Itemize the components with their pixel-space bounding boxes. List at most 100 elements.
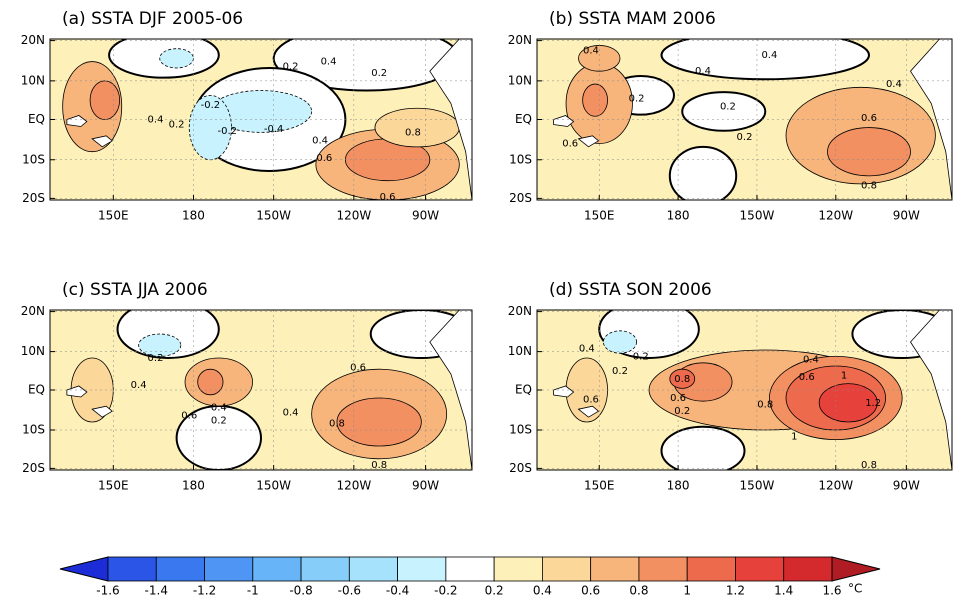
anomaly-region <box>603 330 638 354</box>
contour-label: 0.8 <box>861 181 877 192</box>
colorbar-unit: °C <box>848 582 862 596</box>
contour-label: 0.4 <box>583 45 599 56</box>
lat-label: 10S <box>22 423 45 437</box>
land <box>909 39 952 200</box>
lon-label: 90W <box>893 479 920 493</box>
contour-label: 0.2 <box>283 61 299 72</box>
contour-label: 0.6 <box>861 113 877 124</box>
contour-label: 0.6 <box>181 411 197 422</box>
lat-label: 10N <box>508 344 532 358</box>
contour-label: 0.4 <box>695 66 711 77</box>
colorbar-box <box>493 556 543 582</box>
contour-label: 0.4 <box>803 355 819 366</box>
contour-label: 0.6 <box>670 393 686 404</box>
lat-label: 10N <box>21 73 45 87</box>
lat-label: 20N <box>508 304 532 318</box>
lon-label: 150W <box>256 479 291 493</box>
lon-label: 150W <box>256 209 291 223</box>
contour-label: 1 <box>791 431 797 442</box>
contour-label: 1.2 <box>865 398 881 409</box>
contour-label: 0.6 <box>799 372 815 383</box>
contour-label: 1 <box>841 371 847 382</box>
lon-label: 150E <box>584 209 615 223</box>
colorbar-label: 1 <box>683 584 691 598</box>
colorbar-label: -1.6 <box>96 584 119 598</box>
panel-title: (c) SSTA JJA 2006 <box>62 280 208 300</box>
lat-label: EQ <box>515 112 532 126</box>
contour-label: 0.4 <box>761 50 777 61</box>
colorbar-box <box>252 556 302 582</box>
panel-title: (d) SSTA SON 2006 <box>549 280 712 300</box>
colorbar-label: -1.2 <box>193 584 216 598</box>
contour-label: 0.4 <box>283 407 299 418</box>
land <box>553 115 600 148</box>
contour-label: 0.2 <box>674 406 690 417</box>
colorbar-box <box>590 556 640 582</box>
anomaly-region <box>660 39 870 81</box>
lat-label: 10S <box>509 423 532 437</box>
contour-label: 0.8 <box>371 460 387 471</box>
colorbar-label: 1.6 <box>822 584 841 598</box>
colorbar-label: -0.2 <box>434 584 457 598</box>
anomaly-region <box>138 333 182 357</box>
anomaly-region <box>197 368 224 396</box>
lon-label: 120W <box>818 209 853 223</box>
anomaly-region <box>669 368 696 389</box>
lon-label: 150E <box>584 479 615 493</box>
contour-label: 0.4 <box>131 380 147 391</box>
lat-label: 20S <box>509 461 532 475</box>
lat-label: 20S <box>22 461 45 475</box>
contour-label: -0.4 <box>264 124 284 135</box>
contour-label: 0.2 <box>169 119 185 130</box>
colorbar-label: -0.8 <box>289 584 312 598</box>
colorbar-label: -1.4 <box>145 584 168 598</box>
colorbar-label: 1.2 <box>726 584 745 598</box>
contour-label: 0.2 <box>371 68 387 79</box>
lon-label: 90W <box>893 209 920 223</box>
lon-label: 150E <box>98 209 129 223</box>
land <box>553 385 600 418</box>
lon-label: 120W <box>336 209 371 223</box>
colorbar-box <box>155 556 205 582</box>
lat-label: 20S <box>509 191 532 205</box>
lat-label: 10S <box>22 152 45 166</box>
contour-label: 0.8 <box>405 127 421 138</box>
land <box>66 385 113 418</box>
lon-label: 150W <box>740 209 775 223</box>
colorbar-label: -0.4 <box>386 584 409 598</box>
contour-label: 0.2 <box>737 132 753 143</box>
anomaly-region <box>89 80 121 120</box>
contour-label: 0.6 <box>562 139 578 150</box>
anomaly-region <box>827 127 911 177</box>
colorbar-label: 0.6 <box>581 584 600 598</box>
lon-label: 180 <box>667 479 690 493</box>
map: 0.20.40.60.40.20.60.40.80.8 <box>50 310 472 471</box>
anomaly-region <box>582 83 608 117</box>
lat-label: 20N <box>21 33 45 47</box>
contour-label: 0.2 <box>612 366 628 377</box>
lon-label: 120W <box>336 479 371 493</box>
anomaly-region <box>336 397 422 447</box>
map: 0.4 0.4 0.2 0.4 0.4 0.2 0.2 0.6 0.6 0.8 <box>537 39 952 200</box>
lat-label: 10S <box>509 152 532 166</box>
contour-label: 0.4 <box>312 135 328 146</box>
contour-label: 0.6 <box>350 363 366 374</box>
contour-label: 0.2 <box>211 415 227 426</box>
lat-label: 20N <box>508 33 532 47</box>
map: 0.4 0.2 0.2 0.6 0.8 0.4 0.6 0.6 0.2 0.8 1 1.2 1 0.8 <box>537 310 952 471</box>
lon-label: 180 <box>667 209 690 223</box>
contour-label: -0.2 <box>201 100 221 111</box>
contour-label: 0.8 <box>861 460 877 471</box>
land <box>909 310 952 470</box>
contour-label: 0.6 <box>583 395 599 406</box>
contour-label: -0.2 <box>217 126 237 137</box>
contour-label: 0.2 <box>633 351 649 362</box>
colorbar-label: 0.4 <box>533 584 552 598</box>
colorbar-extend <box>59 556 109 582</box>
contour-label: 0.4 <box>886 79 902 90</box>
colorbar-box <box>638 556 688 582</box>
contour-label: 0.6 <box>380 192 396 203</box>
contour-label: 0.8 <box>757 399 773 410</box>
contour-label: 0.4 <box>321 57 337 68</box>
